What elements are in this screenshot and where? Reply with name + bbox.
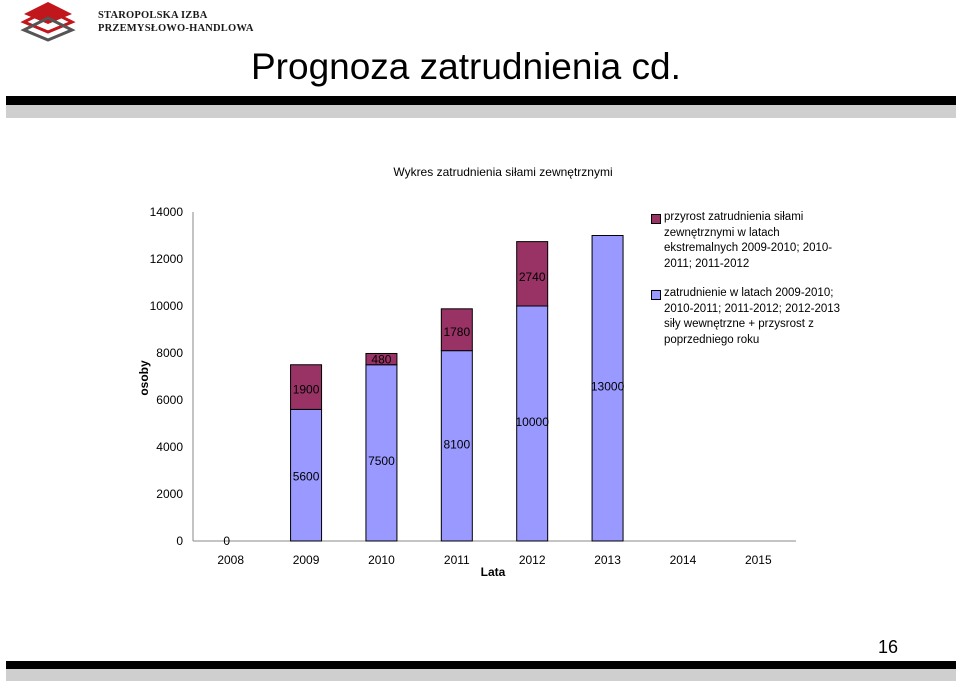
bottom-divider-bar <box>6 661 956 681</box>
y-tick-label: 14000 <box>150 205 184 219</box>
chamber-logo: STAROPOLSKA IZBA PRZEMYSŁOWO-HANDLOWA <box>20 0 260 48</box>
page-number: 16 <box>878 637 899 657</box>
bar-base-2012 <box>516 305 549 542</box>
data-label-base-2011: 8100 <box>443 438 470 452</box>
logo-text-line2: PRZEMYSŁOWO-HANDLOWA <box>98 23 254 34</box>
x-tick-label-2013: 2013 <box>594 553 621 567</box>
bar-increase-2012 <box>516 241 549 307</box>
bar-base-2013 <box>591 235 624 542</box>
legend-swatch-increase <box>651 214 661 224</box>
x-axis-label: Lata <box>481 565 506 579</box>
legend-swatch-base <box>651 290 661 300</box>
data-label-base-2012: 10000 <box>516 415 550 429</box>
legend-item-increase: przyrost zatrudnienia siłami zewnętrznym… <box>645 210 845 272</box>
x-tick-label-2008: 2008 <box>217 553 244 567</box>
data-label-base-2009: 5600 <box>293 469 320 483</box>
data-label-increase-2010: 480 <box>371 353 391 367</box>
bar-base-2010 <box>365 364 398 542</box>
y-axis-label: osoby <box>137 360 151 396</box>
y-tick-label: 2000 <box>156 487 183 501</box>
y-tick-label: 6000 <box>156 393 183 407</box>
legend-item-base: zatrudnienie w latach 2009-2010; 2010-20… <box>645 286 845 348</box>
y-tick-label: 12000 <box>150 252 184 266</box>
x-tick-label-2010: 2010 <box>368 553 395 567</box>
data-label-increase-2012: 2740 <box>519 270 546 284</box>
logo-emblem-icon <box>20 2 76 42</box>
y-tick-label: 10000 <box>150 299 184 313</box>
y-tick-label: 4000 <box>156 440 183 454</box>
slide-title: Prognoza zatrudnienia cd. <box>251 46 681 87</box>
data-label-base-2010: 7500 <box>368 454 395 468</box>
bar-increase-2011 <box>440 308 473 352</box>
legend-label-increase: przyrost zatrudnienia siłami zewnętrznym… <box>664 211 833 270</box>
chart-title: Wykres zatrudnienia siłami zewnętrznymi <box>393 165 612 179</box>
data-label-increase-2009: 1900 <box>293 382 320 396</box>
x-tick-label-2012: 2012 <box>519 553 546 567</box>
bar-base-2009 <box>290 408 323 542</box>
data-label-base-2013: 13000 <box>591 380 625 394</box>
x-tick-label-2009: 2009 <box>293 553 320 567</box>
top-divider-bar <box>6 96 956 118</box>
bar-base-2011 <box>440 350 473 542</box>
logo-text-line1: STAROPOLSKA IZBA <box>98 10 208 21</box>
x-tick-label-2011: 2011 <box>444 553 470 567</box>
data-label-increase-2011: 1780 <box>443 325 470 339</box>
data-label-base-2008: 0 <box>223 534 230 548</box>
y-tick-label: 8000 <box>156 346 183 360</box>
y-tick-label: 0 <box>176 534 183 548</box>
bar-increase-2009 <box>290 364 323 410</box>
x-tick-label-2014: 2014 <box>670 553 697 567</box>
chart-legend: przyrost zatrudnienia siłami zewnętrznym… <box>645 210 845 348</box>
bar-increase-2010 <box>365 352 398 366</box>
legend-label-base: zatrudnienie w latach 2009-2010; 2010-20… <box>664 287 841 346</box>
x-tick-label-2015: 2015 <box>745 553 772 567</box>
